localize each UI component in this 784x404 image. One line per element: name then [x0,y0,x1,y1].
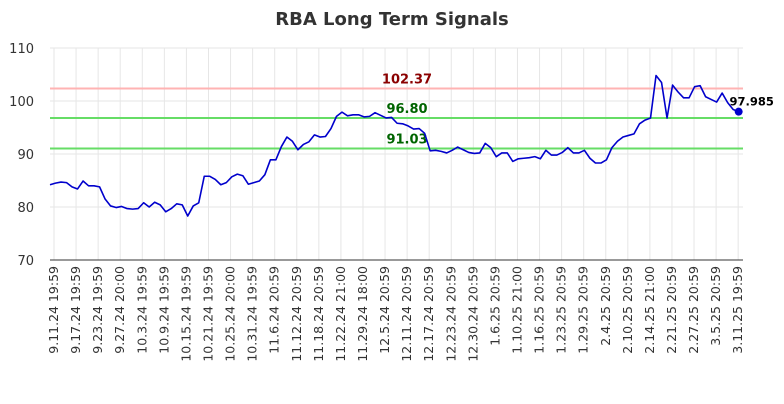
x-tick-label: 12.5.24 20:59 [377,266,392,354]
x-tick-label: 3.11.25 19:59 [730,266,745,354]
y-tick-label: 110 [9,42,34,57]
x-tick-label: 10.3.24 19:59 [134,266,149,354]
series-layer: 97.985 [49,74,774,217]
x-tick-label: 11.6.24 20:59 [267,266,282,354]
x-tick-label: 9.17.24 19:59 [68,266,83,354]
x-tick-label: 1.10.25 21:00 [509,266,524,354]
axes: 70 80 90 100 110 9.11.24 19:59 9.17.24 19:59 9.… [9,42,745,362]
y-tick-label: 80 [17,201,34,216]
x-tick-label: 10.31.24 19:59 [245,266,260,362]
x-tick-label: 12.11.24 20:59 [399,266,414,362]
x-tick-label: 9.27.24 20:00 [112,266,127,354]
reference-line-label: 91.03 [386,133,427,148]
x-tick-label: 10.15.24 19:59 [178,266,193,362]
x-tick-label: 2.27.25 20:59 [686,266,701,354]
x-tick-label: 1.23.25 20:59 [554,266,569,354]
x-tick-label: 10.25.24 20:00 [223,266,238,362]
x-tick-label: 11.12.24 20:59 [289,266,304,362]
series-line [49,74,739,217]
x-tick-label: 12.30.24 20:59 [465,266,480,362]
chart-title: RBA Long Term Signals [275,9,508,30]
reference-line-label: 96.80 [386,102,427,117]
x-tick-label: 12.17.24 20:59 [421,266,436,362]
x-tick-label: 9.11.24 19:59 [46,266,61,354]
x-tick-label: 10.9.24 19:59 [156,266,171,354]
x-tick-label: 10.21.24 19:59 [200,266,215,362]
y-tick-label: 100 [9,95,34,110]
x-tick-label: 2.10.25 20:59 [620,266,635,354]
x-tick-label: 11.29.24 18:00 [355,266,370,362]
x-tick-label: 11.22.24 21:00 [333,266,348,362]
reference-line-label: 102.37 [382,72,432,87]
reference-lines: 102.37 96.80 91.03 [50,72,743,150]
x-tick-label: 2.21.25 20:59 [664,266,679,354]
last-point-label: 97.985 [729,95,773,109]
y-tick-label: 90 [17,148,34,163]
x-tick-label: 11.18.24 20:59 [311,266,326,362]
x-tick-label: 1.16.25 20:59 [532,266,547,354]
x-tick-label: 2.14.25 21:00 [642,266,657,354]
x-tick-label: 1.6.25 20:59 [487,266,502,346]
last-point-marker [734,107,743,116]
x-tick-label: 12.23.24 20:59 [443,266,458,362]
y-tick-label: 70 [17,254,34,269]
x-tick-label: 3.5.25 20:59 [708,266,723,346]
x-tick-label: 1.29.25 20:59 [576,266,591,354]
x-tick-label: 9.23.24 19:59 [90,266,105,354]
x-tick-label: 2.4.25 20:59 [598,266,613,346]
